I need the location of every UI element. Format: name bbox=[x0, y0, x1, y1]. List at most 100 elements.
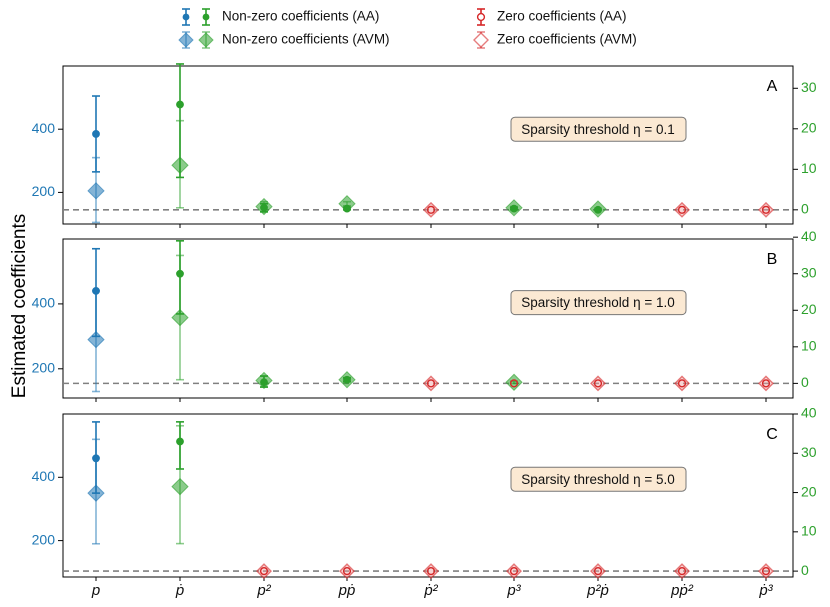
avm-marker bbox=[505, 373, 523, 391]
right-tick-label: 40 bbox=[801, 405, 817, 421]
annotation-text: Sparsity threshold η = 1.0 bbox=[521, 295, 674, 310]
zero-aa-marker bbox=[761, 567, 771, 576]
panel-a: 200 400 0 10 20 30 A Sparsity threshold η = 0.1 bbox=[32, 63, 817, 228]
aa-marker bbox=[260, 203, 268, 212]
legend-label: Non-zero coefficients (AVM) bbox=[222, 32, 390, 47]
panel-letter: B bbox=[767, 251, 778, 268]
zero-avm-marker bbox=[339, 563, 355, 580]
zero-aa-marker bbox=[426, 205, 436, 214]
aa-marker bbox=[176, 437, 184, 446]
right-tick-label: 10 bbox=[801, 338, 817, 354]
legend-open-diamond-marker bbox=[473, 32, 489, 48]
aa-marker bbox=[92, 130, 100, 138]
right-tick-label: 40 bbox=[801, 228, 817, 244]
x-tick-label: p³ bbox=[506, 582, 521, 599]
legend-circle-marker bbox=[202, 13, 210, 21]
aa-marker bbox=[92, 287, 100, 295]
aa-marker bbox=[260, 378, 268, 387]
aa-marker bbox=[343, 375, 351, 384]
zero-aa-marker bbox=[426, 567, 436, 576]
panel-c: 200 400 0 10 20 30 40 C Sparsity threshold η = 5… bbox=[32, 405, 817, 581]
zero-avm-marker bbox=[758, 201, 774, 218]
legend-item: Non-zero coefficients (AA) bbox=[182, 8, 379, 26]
annotation-box bbox=[510, 290, 687, 316]
aa-marker bbox=[176, 100, 184, 109]
annotation-box bbox=[510, 116, 687, 142]
x-tick-label: pṗ bbox=[338, 582, 356, 599]
left-tick-label: 400 bbox=[32, 468, 56, 484]
zero-avm-marker bbox=[423, 563, 439, 580]
legend-diamond-marker bbox=[178, 32, 194, 48]
zero-avm-marker bbox=[423, 375, 439, 392]
panel-frame bbox=[62, 413, 794, 578]
legend-item: Zero coefficients (AA) bbox=[476, 8, 627, 26]
zero-aa-marker bbox=[677, 379, 687, 388]
annotation-box bbox=[510, 466, 687, 492]
zero-avm-marker bbox=[758, 563, 774, 580]
avm-marker bbox=[87, 182, 105, 200]
legend-label: Zero coefficients (AVM) bbox=[497, 32, 637, 47]
zero-avm-marker bbox=[758, 375, 774, 392]
zero-avm-marker bbox=[674, 375, 690, 392]
panel-frame bbox=[62, 238, 794, 399]
zero-avm-marker bbox=[674, 563, 690, 580]
avm-marker bbox=[171, 477, 189, 496]
legend-item: Zero coefficients (AVM) bbox=[473, 31, 637, 49]
x-tick-label: p bbox=[91, 582, 100, 599]
left-tick-label: 200 bbox=[32, 531, 56, 547]
right-tick-label: 30 bbox=[801, 444, 817, 460]
left-tick-label: 400 bbox=[32, 120, 56, 136]
right-tick-label: 30 bbox=[801, 264, 817, 280]
zero-avm-marker bbox=[506, 563, 522, 580]
x-tick-label: p² bbox=[256, 582, 271, 599]
aa-marker bbox=[594, 205, 602, 214]
zero-aa-marker bbox=[509, 567, 519, 576]
zero-aa-marker bbox=[342, 567, 352, 576]
legend-label: Non-zero coefficients (AA) bbox=[222, 9, 379, 24]
x-tick-label: p²ṗ bbox=[586, 582, 609, 599]
zero-avm-marker bbox=[590, 375, 606, 392]
annotation-text: Sparsity threshold η = 5.0 bbox=[521, 472, 674, 487]
right-tick-label: 0 bbox=[801, 374, 809, 390]
x-tick-label: pṗ² bbox=[670, 582, 694, 599]
zero-avm-marker bbox=[590, 563, 606, 580]
panel-b: 200 400 0 10 20 30 40 B Sparsity threshold η = 1… bbox=[32, 228, 817, 402]
panel-frame bbox=[62, 65, 794, 225]
zero-aa-marker bbox=[593, 567, 603, 576]
x-tick-labels: p ṗ p² pṗ ṗ² p³ p²ṗ pṗ² ṗ³ bbox=[91, 582, 774, 599]
right-tick-label: 0 bbox=[801, 562, 809, 578]
x-tick-label: ṗ³ bbox=[758, 582, 773, 599]
aa-marker bbox=[343, 204, 351, 213]
panel-letter: C bbox=[766, 426, 778, 443]
avm-marker bbox=[171, 308, 189, 327]
right-tick-label: 20 bbox=[801, 483, 817, 499]
aa-marker bbox=[92, 454, 100, 463]
zero-aa-marker bbox=[761, 379, 771, 388]
y-axis-label: Estimated coefficients bbox=[9, 214, 30, 398]
panel-letter: A bbox=[767, 78, 778, 95]
x-tick-label: ṗ bbox=[175, 582, 184, 599]
zero-aa-marker bbox=[677, 205, 687, 214]
zero-aa-marker bbox=[426, 379, 436, 388]
right-tick-label: 0 bbox=[801, 201, 809, 217]
zero-avm-marker bbox=[256, 563, 272, 580]
annotation-text: Sparsity threshold η = 0.1 bbox=[521, 122, 674, 137]
legend-diamond-marker bbox=[198, 32, 214, 48]
right-tick-label: 30 bbox=[801, 79, 817, 95]
zero-avm-marker bbox=[423, 201, 439, 218]
legend-label: Zero coefficients (AA) bbox=[497, 9, 627, 24]
right-tick-label: 20 bbox=[801, 119, 817, 135]
x-tick-label: ṗ² bbox=[423, 582, 438, 599]
zero-aa-marker bbox=[677, 567, 687, 576]
legend-open-circle-marker bbox=[476, 12, 486, 22]
zero-avm-marker bbox=[674, 201, 690, 218]
left-tick-label: 200 bbox=[32, 359, 56, 375]
legend: Non-zero coefficients (AA) Non-zero coeff… bbox=[178, 8, 637, 49]
aa-marker bbox=[510, 204, 518, 213]
right-tick-label: 10 bbox=[801, 523, 817, 539]
zero-aa-marker bbox=[509, 379, 519, 388]
zero-aa-marker bbox=[593, 379, 603, 388]
left-tick-label: 200 bbox=[32, 183, 56, 199]
